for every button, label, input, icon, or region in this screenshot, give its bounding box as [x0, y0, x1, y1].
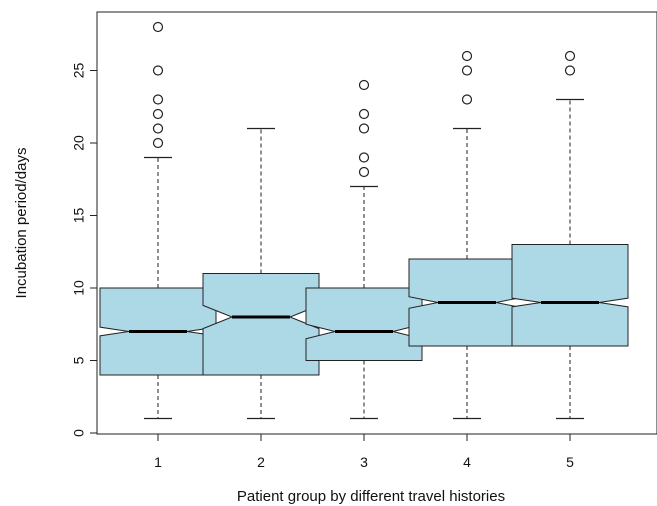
outlier-point — [358, 108, 370, 120]
outlier-point — [152, 21, 164, 33]
y-axis: 0 5 10 15 20 25 — [71, 63, 98, 437]
x-tick-label: 1 — [154, 454, 162, 470]
x-tick-label: 2 — [257, 454, 265, 470]
outlier-point — [152, 108, 164, 120]
x-tick-label: 3 — [360, 454, 368, 470]
outlier-point — [358, 123, 370, 134]
outlier-point — [461, 65, 473, 76]
outlier-point — [564, 65, 576, 76]
outlier-point — [358, 152, 370, 163]
outlier-point — [358, 166, 370, 178]
outlier-point — [564, 50, 576, 62]
x-axis: 1 2 3 4 5 — [154, 433, 574, 470]
x-tick-label: 4 — [463, 454, 471, 470]
y-tick-label: 10 — [71, 280, 87, 296]
y-tick-label: 5 — [71, 356, 87, 364]
box-group — [202, 127, 320, 420]
outlier-point — [461, 94, 473, 105]
box — [305, 287, 423, 361]
outlier-point — [152, 94, 164, 105]
x-axis-label: Patient group by different travel histor… — [237, 488, 505, 505]
x-tick-label: 5 — [566, 454, 574, 470]
boxes-layer — [99, 21, 629, 420]
y-axis-label: Incubation period/days — [13, 148, 30, 299]
box — [511, 244, 629, 347]
outlier-point — [152, 65, 164, 76]
box-group — [408, 50, 526, 420]
y-tick-label: 25 — [71, 63, 87, 79]
y-tick-label: 0 — [71, 429, 87, 437]
box — [202, 273, 320, 376]
box-group — [305, 79, 423, 420]
box-group — [511, 50, 629, 420]
outlier-point — [358, 79, 370, 91]
outlier-point — [461, 50, 473, 62]
y-tick-label: 20 — [71, 135, 87, 151]
outlier-point — [152, 137, 164, 149]
box-group — [99, 21, 217, 420]
y-tick-label: 15 — [71, 208, 87, 224]
outlier-point — [152, 123, 164, 134]
